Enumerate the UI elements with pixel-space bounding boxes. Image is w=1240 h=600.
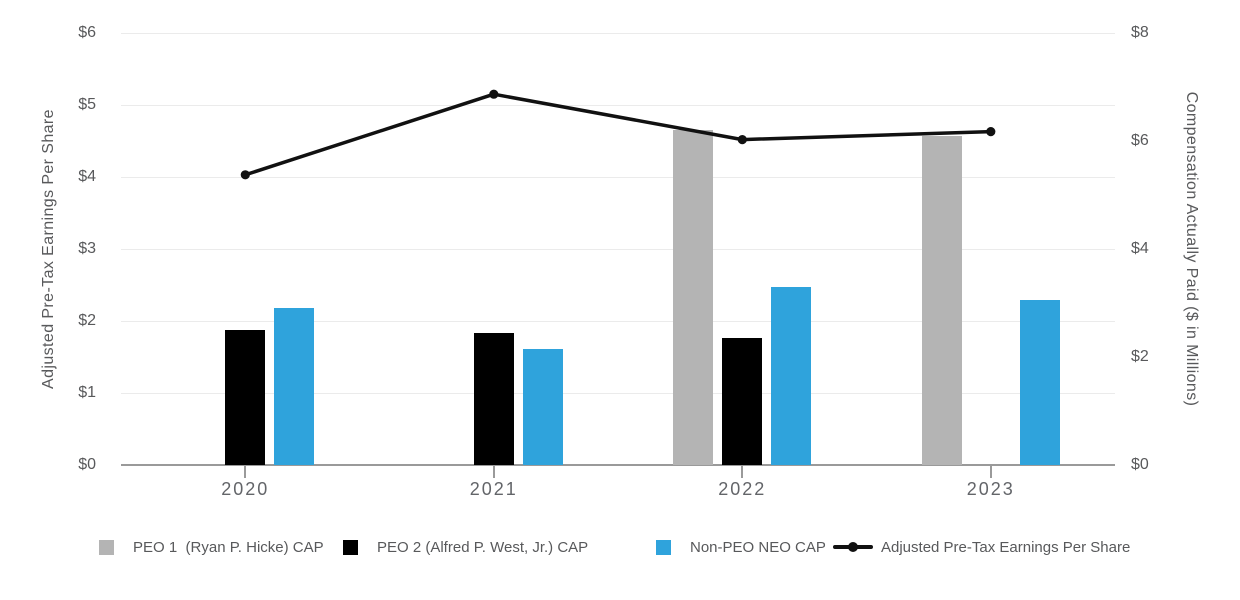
gridline-1 bbox=[121, 393, 1115, 394]
peo1-swatch-icon bbox=[99, 539, 114, 555]
legend-label-peo2: PEO 2 (Alfred P. West, Jr.) CAP bbox=[377, 538, 589, 556]
legend-item-neo: Non-PEO NEO CAP bbox=[656, 536, 826, 558]
bar-non-peo-2022 bbox=[771, 286, 812, 465]
line-point-2021 bbox=[489, 89, 499, 99]
gridline-6 bbox=[121, 33, 1115, 34]
bar-peo2-2021 bbox=[473, 332, 514, 465]
line-point-2022 bbox=[737, 135, 747, 145]
left-tick-0: $0 bbox=[78, 456, 96, 473]
right-tick-6: $6 bbox=[1131, 132, 1149, 149]
gridline-4 bbox=[121, 177, 1115, 178]
x-label-2023: 2023 bbox=[966, 479, 1015, 499]
x-tick-2023 bbox=[989, 466, 992, 478]
left-tick-5: $5 bbox=[78, 96, 96, 113]
line-point-2023 bbox=[986, 127, 996, 137]
left-tick-6: $6 bbox=[78, 24, 96, 41]
x-tick-2021 bbox=[492, 466, 495, 478]
x-tick-2022 bbox=[741, 466, 744, 478]
gridline-0 bbox=[121, 464, 1115, 466]
legend: PEO 1 (Ryan P. Hicke) CAP PEO 2 (Alfred … bbox=[0, 536, 1240, 560]
legend-item-peo1: PEO 1 (Ryan P. Hicke) CAP bbox=[99, 536, 324, 558]
left-tick-1: $1 bbox=[78, 384, 96, 401]
right-tick-8: $8 bbox=[1131, 24, 1149, 41]
bar-non-peo-2021 bbox=[522, 348, 563, 465]
x-tick-2020 bbox=[244, 466, 247, 478]
bar-peo1-2023 bbox=[921, 135, 962, 465]
legend-item-peo2: PEO 2 (Alfred P. West, Jr.) CAP bbox=[343, 536, 588, 558]
right-tick-4: $4 bbox=[1131, 240, 1149, 257]
legend-label-eps-line: Adjusted Pre-Tax Earnings Per Share bbox=[881, 538, 1131, 556]
left-tick-2: $2 bbox=[78, 312, 96, 329]
left-axis-title: Adjusted Pre-Tax Earnings Per Share bbox=[40, 109, 57, 389]
gridline-3 bbox=[121, 249, 1115, 250]
legend-item-eps-line: Adjusted Pre-Tax Earnings Per Share bbox=[833, 536, 1130, 558]
bar-non-peo-2023 bbox=[1019, 300, 1060, 465]
legend-label-neo: Non-PEO NEO CAP bbox=[690, 538, 826, 556]
legend-label-peo1: PEO 1 (Ryan P. Hicke) CAP bbox=[133, 538, 324, 556]
neo-swatch-icon bbox=[656, 539, 671, 555]
x-label-2020: 2020 bbox=[221, 479, 270, 499]
left-tick-4: $4 bbox=[78, 168, 96, 185]
line-with-dot-icon bbox=[833, 542, 873, 552]
right-axis-title: Compensation Actually Paid ($ in Million… bbox=[1183, 91, 1200, 407]
bar-peo2-2020 bbox=[225, 330, 266, 465]
x-label-2021: 2021 bbox=[469, 479, 518, 499]
bar-non-peo-2020 bbox=[274, 308, 315, 465]
x-label-2022: 2022 bbox=[718, 479, 767, 499]
left-tick-3: $3 bbox=[78, 240, 96, 257]
gridline-2 bbox=[121, 321, 1115, 322]
line-point-2020 bbox=[240, 170, 250, 180]
gridline-5 bbox=[121, 105, 1115, 106]
eps-line bbox=[244, 92, 991, 177]
peo2-swatch-icon bbox=[343, 539, 358, 555]
bar-peo1-2022 bbox=[673, 130, 714, 465]
right-tick-2: $2 bbox=[1131, 348, 1149, 365]
right-tick-0: $0 bbox=[1131, 456, 1149, 473]
bar-peo2-2022 bbox=[722, 338, 763, 465]
